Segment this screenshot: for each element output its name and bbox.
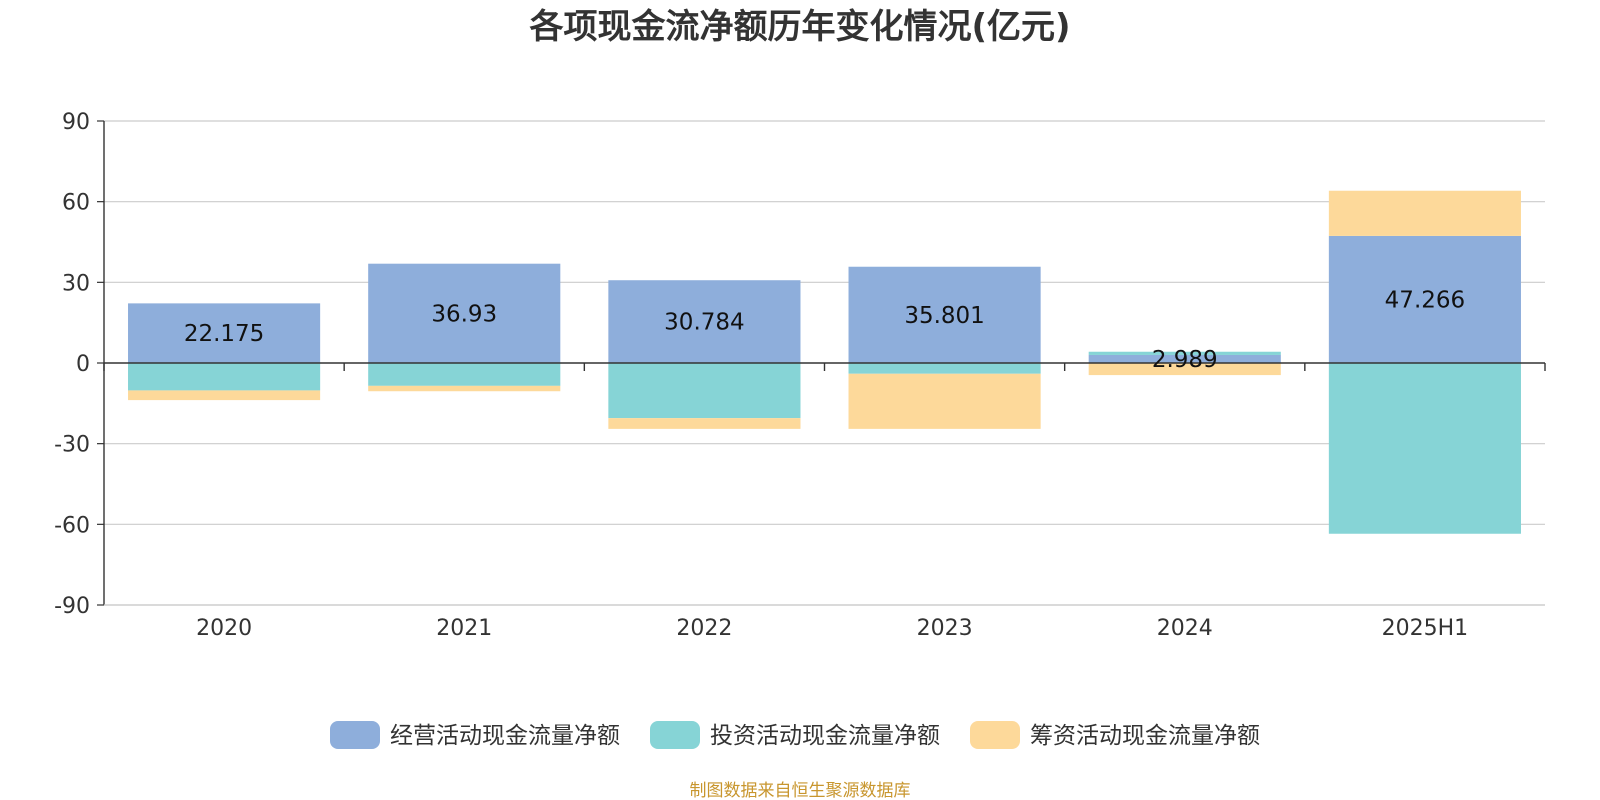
x-tick-label: 2023 (917, 616, 973, 641)
chart-title: 各项现金流净额历年变化情况(亿元) (529, 7, 1070, 47)
data-label-2023: 35.801 (904, 303, 984, 329)
legend[interactable]: 经营活动现金流量净额 投资活动现金流量净额 筹资活动现金流量净额 (330, 721, 1260, 749)
legend-label: 投资活动现金流量净额 (710, 723, 940, 749)
y-tick-label: -60 (54, 513, 90, 538)
y-tick-label: 0 (76, 352, 90, 377)
bar-segment-2022-s2 (608, 418, 801, 429)
x-tick-label: 2025H1 (1382, 616, 1469, 641)
x-tick-label: 2024 (1157, 616, 1213, 641)
x-tick-label: 2020 (196, 616, 252, 641)
bar-segment-2024-s0 (1088, 354, 1281, 363)
data-label-2024: 2.989 (1152, 347, 1218, 373)
bar-segment-2021-s1 (368, 363, 561, 386)
bar-segment-2023-s0 (848, 266, 1041, 363)
data-label-2021: 36.93 (431, 301, 497, 327)
legend-item-0[interactable]: 经营活动现金流量净额 (330, 721, 620, 749)
bar-segment-2023-s1 (848, 363, 1041, 374)
bar-segment-2021-s2 (368, 385, 561, 392)
x-tick-label: 2021 (436, 616, 492, 641)
legend-swatch (650, 721, 700, 749)
legend-swatch (970, 721, 1020, 749)
legend-label: 筹资活动现金流量净额 (1030, 723, 1260, 749)
data-label-2020: 22.175 (184, 321, 264, 347)
bar-segment-2020-s2 (128, 390, 321, 401)
x-tick-label: 2022 (676, 616, 732, 641)
bar-segment-2021-s0 (368, 263, 561, 363)
bar-segment-2024-s2 (1088, 363, 1281, 376)
legend-swatch (330, 721, 380, 749)
legend-item-2[interactable]: 筹资活动现金流量净额 (970, 721, 1260, 749)
y-tick-label: 90 (62, 110, 90, 135)
y-tick-label: -30 (54, 433, 90, 458)
source-note: 制图数据来自恒生聚源数据库 (690, 781, 911, 800)
data-label-2025H1: 47.266 (1385, 287, 1465, 313)
bar-segment-2022-s1 (608, 363, 801, 419)
bar-segment-2020-s1 (128, 363, 321, 391)
y-tick-label: 60 (62, 191, 90, 216)
data-labels: 22.175 36.93 30.784 35.801 2.989 47.266 (184, 287, 1465, 373)
bar-segment-2023-s2 (848, 373, 1041, 429)
bar-segment-2024-s1 (1088, 351, 1281, 355)
legend-label: 经营活动现金流量净额 (390, 723, 620, 749)
bar-segment-2020-s0 (128, 303, 321, 363)
bar-segment-2025H1-s0 (1328, 235, 1521, 363)
data-label-2022: 30.784 (664, 310, 744, 336)
bar-segment-2025H1-s1 (1328, 363, 1521, 534)
bar-segment-2022-s0 (608, 280, 801, 363)
bar-segment-2025H1-s2 (1328, 190, 1521, 236)
axes: 90 60 30 0 -30 -60 -90 2020 2021 2022 2023 2024 2025… (54, 110, 1546, 641)
y-tick-label: 30 (62, 271, 90, 296)
y-tick-label: -90 (54, 594, 90, 619)
bars (128, 190, 1521, 534)
legend-item-1[interactable]: 投资活动现金流量净额 (650, 721, 940, 749)
